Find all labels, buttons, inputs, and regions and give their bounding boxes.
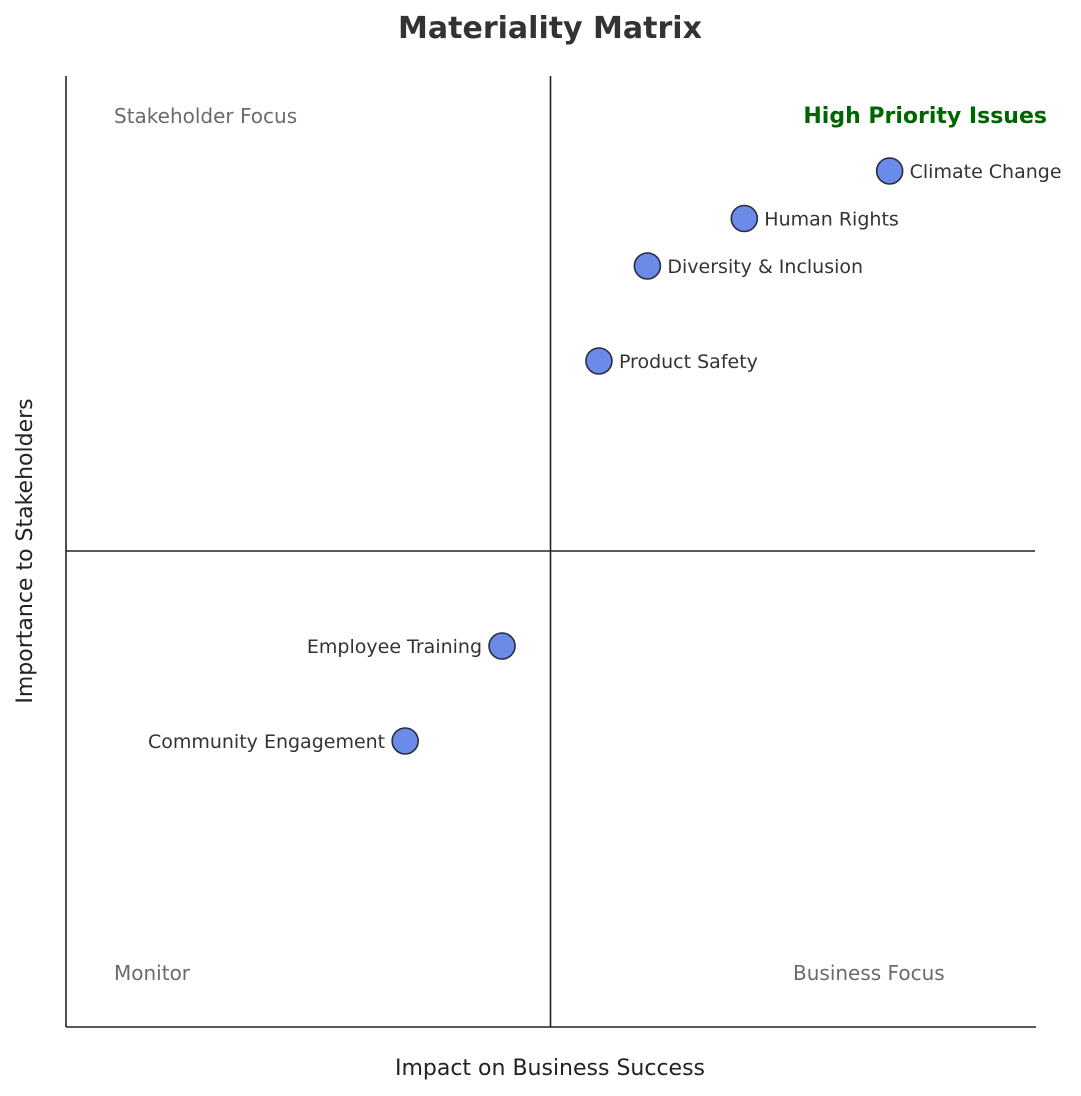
- data-point: [875, 157, 904, 185]
- data-point-label: Diversity & Inclusion: [667, 256, 863, 278]
- chart-title: Materiality Matrix: [398, 11, 702, 46]
- data-point: [391, 727, 419, 755]
- data-point: [730, 204, 759, 233]
- x-axis-label: Impact on Business Success: [395, 1056, 705, 1081]
- data-point: [488, 632, 516, 660]
- data-points: Climate Change Human Rights Diversity & In…: [148, 157, 1062, 755]
- data-point: [633, 252, 662, 280]
- y-axis-label: Importance to Stakeholders: [13, 398, 38, 703]
- data-point: [585, 347, 613, 375]
- data-point-label: Product Safety: [619, 351, 758, 373]
- data-point-label: Human Rights: [764, 209, 899, 231]
- data-point-label: Employee Training: [307, 636, 482, 658]
- data-point-label: Community Engagement: [148, 731, 385, 753]
- quadrant-label-monitor: Monitor: [114, 961, 191, 985]
- data-point-label: Climate Change: [910, 161, 1062, 183]
- quadrant-label-business-focus: Business Focus: [793, 961, 945, 985]
- quadrant-label-stakeholder-focus: Stakeholder Focus: [114, 104, 297, 128]
- quadrant-label-high-priority: High Priority Issues: [803, 104, 1047, 129]
